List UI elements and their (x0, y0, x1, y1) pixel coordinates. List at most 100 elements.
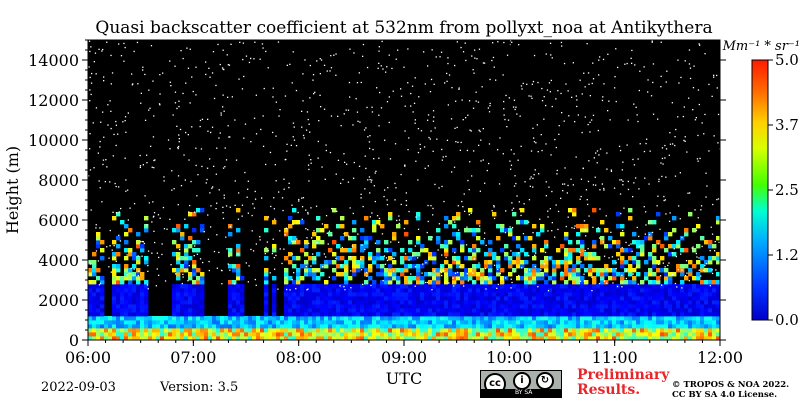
heat-cell (316, 268, 321, 273)
heat-cell (356, 324, 361, 329)
heat-cell (292, 220, 297, 225)
heat-cell (420, 308, 425, 313)
heat-cell (504, 288, 509, 293)
speckle-dot (159, 93, 161, 95)
speckle-dot (123, 42, 125, 45)
heat-cell (476, 248, 481, 253)
speckle-dot (639, 70, 641, 72)
speckle-dot (555, 98, 557, 100)
heat-cell (428, 256, 433, 261)
heat-cell (528, 236, 533, 241)
heat-cell (116, 312, 121, 317)
heat-cell (132, 288, 137, 293)
heat-cell (684, 276, 689, 281)
heat-cell (140, 272, 145, 277)
heat-cell (584, 308, 589, 313)
heat-cell (384, 288, 389, 293)
speckle-dot (310, 162, 312, 164)
heat-cell (136, 272, 141, 277)
heat-cell (620, 320, 625, 325)
heat-cell (480, 324, 485, 329)
heat-cell (596, 268, 601, 273)
speckle-dot (301, 197, 303, 199)
heat-cell (456, 264, 461, 269)
heat-cell (352, 304, 357, 309)
heat-cell (512, 320, 517, 325)
speckle-dot (245, 262, 247, 264)
heat-cell (192, 292, 197, 297)
heat-cell (436, 324, 441, 329)
heat-cell (212, 332, 217, 337)
heat-cell (308, 324, 313, 329)
heat-cell (608, 300, 613, 305)
speckle-dot (652, 113, 655, 115)
heat-cell (656, 312, 661, 317)
heat-cell (348, 320, 353, 325)
heat-cell (112, 300, 117, 305)
heat-cell (564, 252, 569, 257)
speckle-dot (185, 82, 187, 84)
speckle-dot (320, 106, 322, 108)
heat-cell (648, 328, 653, 333)
heat-cell (476, 220, 481, 225)
heat-cell (612, 292, 617, 297)
heat-cell (716, 272, 721, 277)
heat-cell (652, 308, 657, 313)
heat-cell (192, 212, 197, 217)
heat-cell (472, 308, 477, 313)
heat-cell (640, 308, 645, 313)
speckle-dot (714, 250, 716, 252)
heat-cell (96, 232, 101, 237)
heat-cell (352, 336, 357, 341)
speckle-dot (454, 272, 457, 274)
heat-cell (200, 296, 205, 301)
speckle-dot (453, 219, 455, 221)
speckle-dot (417, 128, 420, 130)
speckle-dot (492, 56, 495, 59)
heat-cell (216, 328, 221, 333)
speckle-dot (508, 97, 510, 99)
heat-cell (620, 332, 625, 337)
speckle-dot (272, 131, 274, 134)
heat-cell (180, 336, 185, 341)
heat-cell (396, 332, 401, 337)
speckle-dot (323, 64, 326, 66)
speckle-dot (302, 134, 305, 137)
speckle-dot (638, 245, 641, 248)
speckle-dot (179, 248, 181, 251)
speckle-dot (108, 257, 110, 259)
heat-cell (188, 244, 193, 249)
heat-cell (492, 284, 497, 289)
heat-cell (612, 300, 617, 305)
heat-cell (508, 284, 513, 289)
heat-cell (716, 300, 721, 305)
speckle-dot (265, 50, 267, 53)
speckle-dot (632, 158, 634, 161)
heat-cell (352, 316, 357, 321)
heat-cell (696, 272, 701, 277)
heat-cell (544, 328, 549, 333)
heat-cell (468, 320, 473, 325)
heat-cell (288, 292, 293, 297)
heat-cell (544, 272, 549, 277)
heat-cell (264, 216, 269, 221)
heat-cell (104, 320, 109, 325)
speckle-dot (312, 74, 315, 76)
heat-cell (400, 308, 405, 313)
speckle-dot (521, 88, 523, 90)
speckle-dot (622, 229, 624, 232)
colorbar-tick-label: 1.2 (775, 246, 799, 264)
heat-cell (188, 296, 193, 301)
heat-cell (636, 288, 641, 293)
speckle-dot (99, 227, 101, 229)
heat-cell (712, 324, 717, 329)
heat-cell (664, 236, 669, 241)
speckle-dot (304, 59, 306, 61)
heat-cell (624, 328, 629, 333)
speckle-dot (340, 264, 342, 266)
heat-cell (648, 308, 653, 313)
heat-cell (380, 324, 385, 329)
heat-cell (324, 316, 329, 321)
speckle-dot (408, 210, 410, 213)
heat-cell (328, 320, 333, 325)
